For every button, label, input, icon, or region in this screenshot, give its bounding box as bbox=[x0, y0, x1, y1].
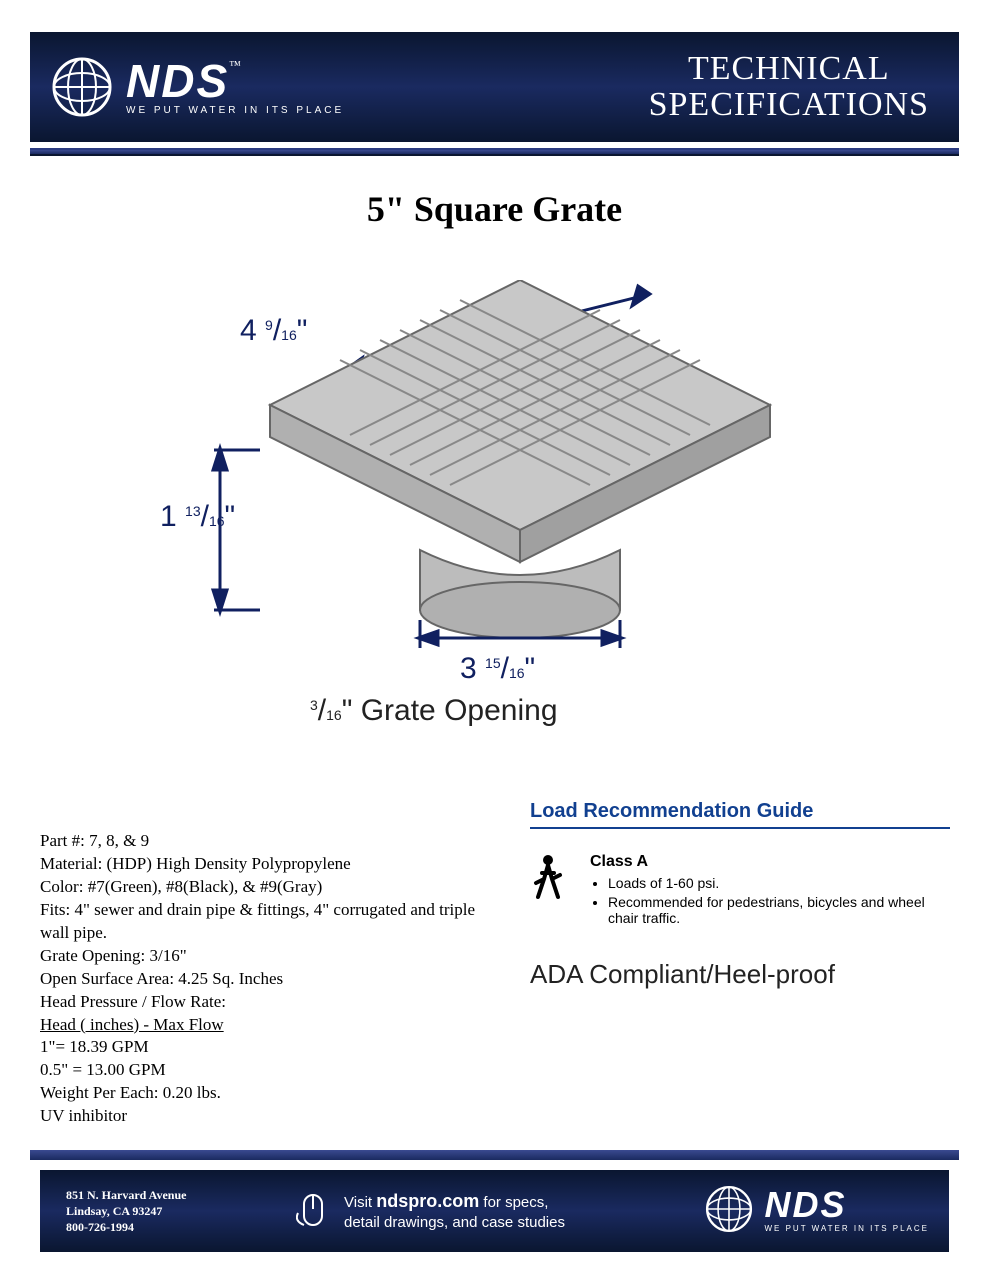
footer-brand-text: NDS WE PUT WATER IN ITS PLACE bbox=[764, 1189, 929, 1232]
load-bullet: Loads of 1-60 psi. bbox=[608, 875, 950, 891]
product-title: 5" Square Grate bbox=[0, 188, 989, 230]
spec-grate-opening: Grate Opening: 3/16" bbox=[40, 945, 490, 968]
footer-visit-text: Visit ndspro.com for specs, detail drawi… bbox=[344, 1190, 565, 1233]
spec-color: Color: #7(Green), #8(Black), & #9(Gray) bbox=[40, 876, 490, 899]
ada-compliance: ADA Compliant/Heel-proof bbox=[530, 959, 950, 990]
pedestrian-icon bbox=[530, 853, 566, 910]
specifications-block: Part #: 7, 8, & 9 Material: (HDP) High D… bbox=[40, 830, 490, 1128]
product-diagram: 4 9/16" 1 13/16" 3 15/16" 3/16" Grate Op… bbox=[180, 280, 800, 740]
footer-bar: 851 N. Harvard Avenue Lindsay, CA 93247 … bbox=[40, 1170, 949, 1252]
footer-brand-tagline: WE PUT WATER IN ITS PLACE bbox=[764, 1224, 929, 1233]
globe-icon bbox=[50, 55, 114, 119]
spec-flow-1: 1"= 18.39 GPM bbox=[40, 1036, 490, 1059]
load-class-name: Class A bbox=[590, 853, 950, 871]
footer-domain: ndspro.com bbox=[376, 1191, 479, 1211]
load-guide: Load Recommendation Guide Class A Loads … bbox=[530, 800, 950, 990]
brand-text: NDS™ WE PUT WATER IN ITS PLACE bbox=[126, 58, 344, 115]
brand-tagline: WE PUT WATER IN ITS PLACE bbox=[126, 105, 344, 116]
dimension-left: 1 13/16" bbox=[160, 500, 235, 534]
header-bar: NDS™ WE PUT WATER IN ITS PLACE TECHNICAL… bbox=[30, 32, 959, 142]
load-bullet: Recommended for pedestrians, bicycles an… bbox=[608, 894, 950, 926]
dimension-bottom: 3 15/16" bbox=[460, 652, 535, 686]
footer-rule bbox=[30, 1150, 959, 1160]
load-guide-rule bbox=[530, 827, 950, 829]
header-title-line1: TECHNICAL bbox=[649, 51, 929, 87]
brand-name: NDS bbox=[126, 55, 229, 107]
address-phone: 800-726-1994 bbox=[66, 1219, 256, 1235]
footer-address: 851 N. Harvard Avenue Lindsay, CA 93247 … bbox=[66, 1187, 256, 1236]
load-class-row: Class A Loads of 1-60 psi. Recommended f… bbox=[530, 853, 950, 929]
load-class-bullets: Loads of 1-60 psi. Recommended for pedes… bbox=[608, 875, 950, 926]
address-line2: Lindsay, CA 93247 bbox=[66, 1203, 256, 1219]
spec-head-header: Head ( inches) - Max Flow bbox=[40, 1014, 490, 1037]
spec-material: Material: (HDP) High Density Polypropyle… bbox=[40, 853, 490, 876]
spec-head-flow-label: Head Pressure / Flow Rate: bbox=[40, 991, 490, 1014]
spec-fits: Fits: 4" sewer and drain pipe & fittings… bbox=[40, 899, 490, 945]
footer-visit: Visit ndspro.com for specs, detail drawi… bbox=[296, 1190, 565, 1233]
dimension-top: 4 9/16" bbox=[240, 314, 307, 348]
globe-icon bbox=[704, 1184, 754, 1239]
spec-weight: Weight Per Each: 0.20 lbs. bbox=[40, 1082, 490, 1105]
mouse-icon bbox=[296, 1191, 330, 1231]
trademark: ™ bbox=[229, 58, 241, 72]
spec-open-area: Open Surface Area: 4.25 Sq. Inches bbox=[40, 968, 490, 991]
address-line1: 851 N. Harvard Avenue bbox=[66, 1187, 256, 1203]
header-rule bbox=[30, 148, 959, 156]
diagram-caption: 3/16" Grate Opening bbox=[310, 694, 558, 728]
header-title-line2: SPECIFICATIONS bbox=[649, 87, 929, 123]
header-title: TECHNICAL SPECIFICATIONS bbox=[649, 51, 929, 122]
load-guide-title: Load Recommendation Guide bbox=[530, 800, 950, 823]
spec-part: Part #: 7, 8, & 9 bbox=[40, 830, 490, 853]
spec-uv: UV inhibitor bbox=[40, 1105, 490, 1128]
load-class-text: Class A Loads of 1-60 psi. Recommended f… bbox=[590, 853, 950, 929]
footer-brand-name: NDS bbox=[764, 1189, 929, 1221]
brand-logo: NDS™ WE PUT WATER IN ITS PLACE bbox=[50, 55, 344, 119]
footer-fixed-logo: NDS WE PUT WATER IN ITS PLACE bbox=[704, 1184, 929, 1239]
spec-flow-2: 0.5" = 13.00 GPM bbox=[40, 1059, 490, 1082]
